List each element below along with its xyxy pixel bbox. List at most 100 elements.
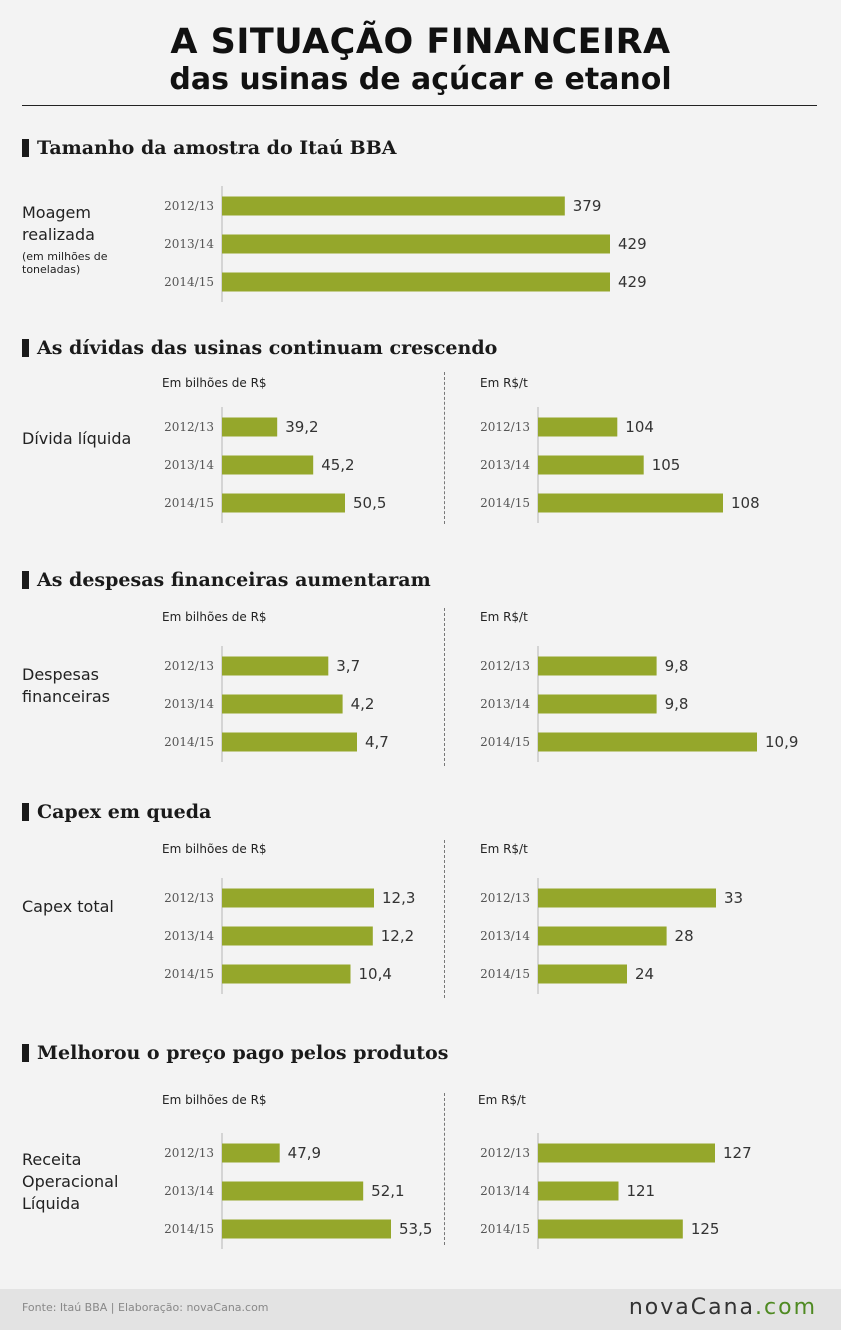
bar [222,888,374,908]
brand-name: novaCana [628,1295,756,1320]
row-sublabel: (em milhões de toneladas) [22,250,108,276]
data-label: 125 [691,1220,720,1238]
bar [222,1143,280,1163]
category-label: 2014/15 [164,1222,214,1236]
data-label: 12,3 [382,889,415,907]
category-label: 2012/13 [164,659,214,673]
bar [222,493,345,513]
section-sample-size: Tamanho da amostra do Itaú BBA Moagem re… [0,136,841,306]
column-divider [444,372,445,524]
data-label: 28 [675,927,694,945]
bar [538,732,757,752]
category-label: 2013/14 [480,458,530,472]
unit-label-right: Em R$/t [478,1093,526,1107]
category-label: 2013/14 [164,697,214,711]
bar [222,694,343,714]
category-label: 2013/14 [164,237,214,251]
category-label: 2013/14 [164,458,214,472]
bar [538,1143,715,1163]
data-label: 127 [723,1144,752,1162]
row-label: Moagem realizada (em milhões de tonelada… [22,202,132,276]
section-financial-expenses: As despesas financeiras aumentaram Em bi… [0,568,841,768]
unit-label-left: Em bilhões de R$ [162,842,267,856]
category-label: 2014/15 [480,967,530,981]
category-label: 2013/14 [164,1184,214,1198]
unit-label-left: Em bilhões de R$ [162,376,267,390]
bar [222,926,373,946]
data-label: 121 [626,1182,655,1200]
section-net-revenue: Melhorou o preço pago pelos produtos Em … [0,1041,841,1256]
unit-label-right: Em R$/t [480,610,528,624]
category-label: 2013/14 [480,697,530,711]
bar [222,417,278,437]
data-label: 10,9 [765,733,798,751]
column-divider [444,608,445,766]
section-heading: Tamanho da amostra do Itaú BBA [22,136,397,160]
section-capex: Capex em queda Em bilhões de R$ Em R$/t … [0,800,841,1000]
row-label: Receita Operacional Líquida [22,1150,119,1213]
category-label: 2013/14 [480,929,530,943]
brand-tld: .com [755,1295,817,1320]
row-label: Dívida líquida [22,429,132,448]
heading-marker [22,803,29,821]
heading-marker [22,339,29,357]
section-title: Capex em queda [37,801,212,823]
bar [538,926,667,946]
category-label: 2012/13 [164,420,214,434]
title-divider [22,105,817,106]
category-label: 2014/15 [164,735,214,749]
bar [538,964,627,984]
category-label: 2012/13 [480,659,530,673]
section-title: As dívidas das usinas continuam crescend… [37,337,498,359]
section-heading: Capex em queda [22,800,211,824]
page-subtitle: das usinas de açúcar e etanol [169,62,672,97]
category-label: 2013/14 [164,929,214,943]
data-label: 105 [652,456,681,474]
bar [538,694,657,714]
data-label: 4,7 [365,733,389,751]
category-label: 2014/15 [480,1222,530,1236]
category-label: 2012/13 [480,891,530,905]
data-label: 33 [724,889,743,907]
data-label: 104 [625,418,654,436]
bar [222,234,610,254]
data-label: 39,2 [285,418,318,436]
category-label: 2012/13 [480,1146,530,1160]
bar [538,417,618,437]
column-divider [444,840,445,998]
data-label: 429 [618,235,647,253]
section-title: As despesas financeiras aumentaram [37,569,431,591]
category-label: 2012/13 [480,420,530,434]
bar [222,272,610,292]
data-label: 53,5 [399,1220,432,1238]
data-label: 47,9 [288,1144,321,1162]
unit-label-left: Em bilhões de R$ [162,610,267,624]
bar [222,1219,391,1239]
page-title: A SITUAÇÃO FINANCEIRA [170,22,671,62]
bar [222,1181,364,1201]
unit-label-left: Em bilhões de R$ [162,1093,267,1107]
data-label: 379 [573,197,602,215]
footer: Fonte: Itaú BBA | Elaboração: novaCana.c… [0,1289,841,1330]
heading-marker [22,571,29,589]
data-label: 4,2 [351,695,375,713]
bar [222,656,329,676]
data-label: 9,8 [665,657,689,675]
category-label: 2014/15 [480,496,530,510]
bar [538,888,716,908]
unit-label-right: Em R$/t [480,842,528,856]
row-label: Capex total [22,897,114,916]
category-label: 2014/15 [164,967,214,981]
section-title: Tamanho da amostra do Itaú BBA [37,137,397,159]
heading-marker [22,1044,29,1062]
bar [538,1219,683,1239]
bar [222,455,314,475]
bar [222,196,565,216]
bar [538,1181,619,1201]
data-label: 108 [731,494,760,512]
data-label: 45,2 [321,456,354,474]
bar [538,656,657,676]
data-label: 429 [618,273,647,291]
data-label: 24 [635,965,654,983]
heading-marker [22,139,29,157]
